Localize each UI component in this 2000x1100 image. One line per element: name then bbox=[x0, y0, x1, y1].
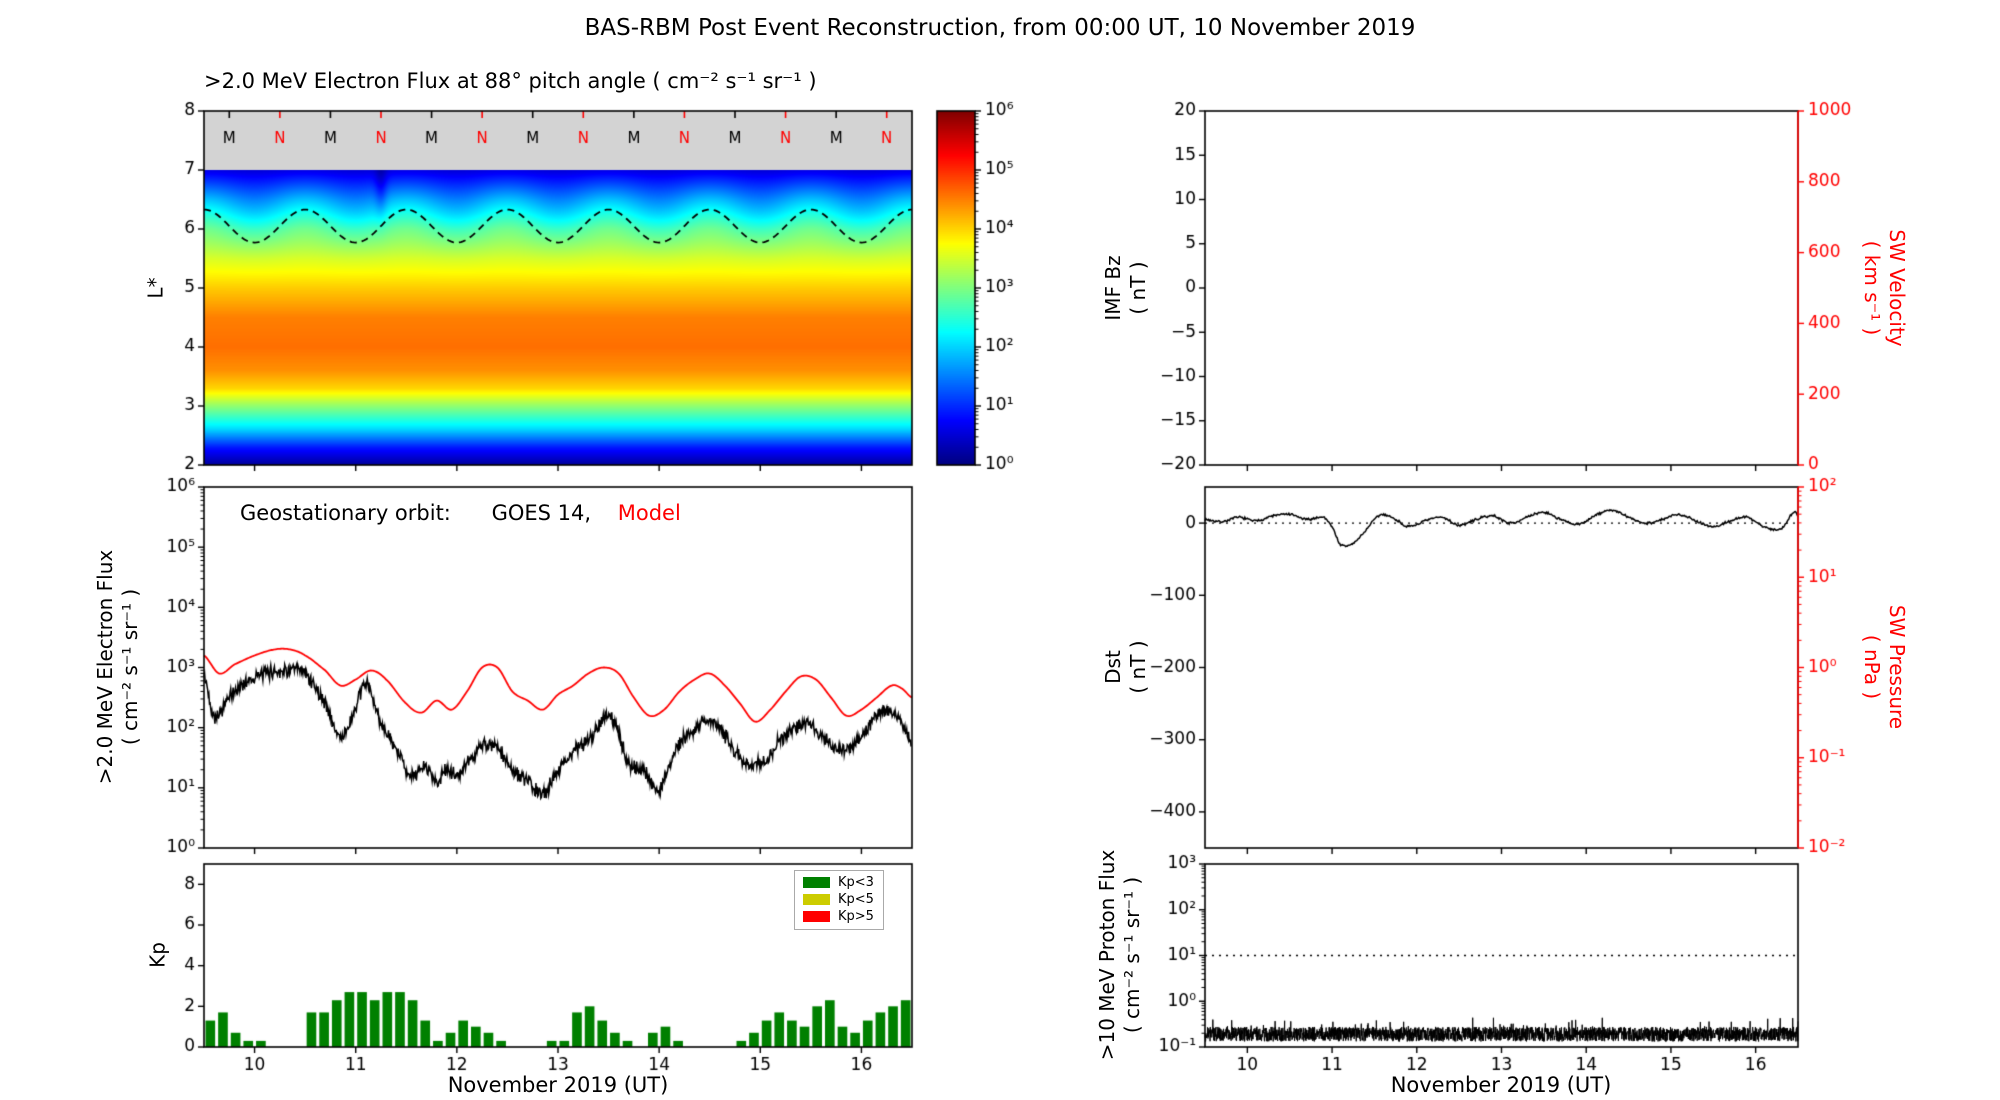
goes-flux-axis-label: >2.0 MeV Electron Flux ( cm⁻² s⁻¹ sr⁻¹ ) bbox=[93, 550, 143, 784]
annotation-observed: GOES 14, bbox=[491, 501, 592, 525]
dst-axis-label-line1: Dst bbox=[1101, 650, 1125, 684]
figure-title: BAS-RBM Post Event Reconstruction, from … bbox=[584, 15, 1416, 41]
proton-flux-axis-label: >10 MeV Proton Flux ( cm⁻² s⁻¹ sr⁻¹ ) bbox=[1095, 850, 1145, 1061]
dst-axis-label-line2: ( nT ) bbox=[1126, 640, 1150, 694]
sw-velocity-axis-label: SW Velocity ( km s⁻¹ ) bbox=[1859, 229, 1909, 346]
kp-mid-label: Kp<5 bbox=[838, 892, 874, 907]
imf-bz-axis-label: IMF Bz ( nT ) bbox=[1101, 255, 1151, 320]
dst-axis-label: Dst ( nT ) bbox=[1101, 640, 1151, 693]
sw-velocity-axis-label-line2: ( km s⁻¹ ) bbox=[1860, 240, 1884, 336]
kp-high-swatch bbox=[803, 911, 830, 922]
imf-bz-axis-label-line2: ( nT ) bbox=[1126, 261, 1150, 315]
kp-legend: Kp<3 Kp<5 Kp>5 bbox=[794, 870, 884, 930]
proton-flux-axis-label-line2: ( cm⁻² s⁻¹ sr⁻¹ ) bbox=[1120, 876, 1144, 1034]
proton-flux-axis-label-line1: >10 MeV Proton Flux bbox=[1095, 849, 1119, 1061]
sw-velocity-axis-label-line1: SW Velocity bbox=[1885, 229, 1909, 347]
sw-pressure-axis-label-line2: ( nPa ) bbox=[1860, 634, 1884, 700]
imf-bz-axis-label-line1: IMF Bz bbox=[1101, 255, 1125, 321]
annotation-prefix: Geostationary orbit: bbox=[240, 501, 451, 525]
kp-high-label: Kp>5 bbox=[838, 909, 874, 924]
kp-mid-swatch bbox=[803, 894, 830, 905]
kp-low-label: Kp<3 bbox=[838, 875, 874, 890]
annotation-model: Model bbox=[617, 501, 681, 525]
kp-axis-label: Kp bbox=[145, 942, 170, 968]
kp-legend-item-mid: Kp<5 bbox=[803, 893, 874, 906]
sw-pressure-axis-label-line1: SW Pressure bbox=[1885, 604, 1909, 730]
goes-flux-axis-label-line1: >2.0 MeV Electron Flux bbox=[93, 549, 117, 785]
sw-pressure-axis-label: SW Pressure ( nPa ) bbox=[1859, 605, 1909, 729]
kp-low-swatch bbox=[803, 877, 830, 888]
goes-annotation: Geostationary orbit: GOES 14, Model bbox=[240, 501, 681, 525]
spectrogram-title: >2.0 MeV Electron Flux at 88° pitch angl… bbox=[204, 69, 817, 93]
x-axis-label-left: November 2019 (UT) bbox=[447, 1073, 669, 1097]
kp-legend-item-high: Kp>5 bbox=[803, 910, 874, 923]
x-axis-label-right: November 2019 (UT) bbox=[1390, 1073, 1612, 1097]
goes-flux-axis-label-line2: ( cm⁻² s⁻¹ sr⁻¹ ) bbox=[118, 588, 142, 746]
l-star-axis-label: L* bbox=[143, 277, 168, 299]
kp-legend-item-low: Kp<3 bbox=[803, 876, 874, 889]
